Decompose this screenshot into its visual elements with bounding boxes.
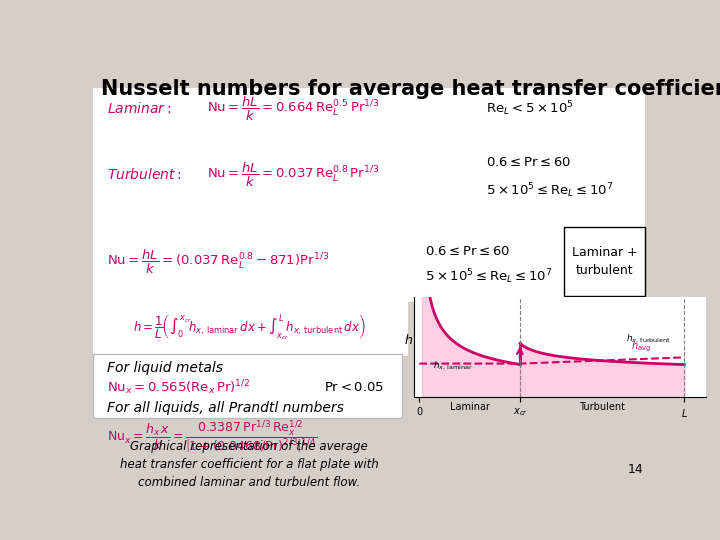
Text: Laminar: Laminar [450, 402, 490, 412]
Text: $0.6 \leq \mathrm{Pr} \leq 60$: $0.6 \leq \mathrm{Pr} \leq 60$ [486, 156, 571, 169]
Y-axis label: $h$: $h$ [404, 333, 413, 347]
FancyBboxPatch shape [93, 354, 402, 418]
Text: For liquid metals: For liquid metals [107, 361, 222, 375]
Text: $\mathrm{Nu} = \dfrac{hL}{k} = 0.664\,\mathrm{Re}_L^{0.5}\,\mathrm{Pr}^{1/3}$: $\mathrm{Nu} = \dfrac{hL}{k} = 0.664\,\m… [207, 94, 380, 123]
Text: $5 \times 10^5 \leq \mathrm{Re}_L \leq 10^7$: $5 \times 10^5 \leq \mathrm{Re}_L \leq 1… [425, 267, 552, 286]
FancyBboxPatch shape [564, 227, 645, 296]
Text: $5 \times 10^5 \leq \mathrm{Re}_L \leq 10^7$: $5 \times 10^5 \leq \mathrm{Re}_L \leq 1… [486, 181, 613, 200]
Text: $h_\mathrm{avg}$: $h_\mathrm{avg}$ [631, 340, 652, 354]
Text: Graphical representation of the average
heat transfer coefficient for a flat pla: Graphical representation of the average … [120, 440, 379, 489]
Text: 14: 14 [628, 463, 644, 476]
Text: $\mathit{Turbulent:}$: $\mathit{Turbulent:}$ [107, 167, 181, 183]
Text: $\mathrm{Nu} = \dfrac{hL}{k} = 0.037\,\mathrm{Re}_L^{0.8}\,\mathrm{Pr}^{1/3}$: $\mathrm{Nu} = \dfrac{hL}{k} = 0.037\,\m… [207, 161, 379, 189]
Text: Nusselt numbers for average heat transfer coefficients: Nusselt numbers for average heat transfe… [101, 79, 720, 99]
Text: $0.6 \leq \mathrm{Pr} \leq 60$: $0.6 \leq \mathrm{Pr} \leq 60$ [425, 245, 510, 258]
Text: $\mathrm{Nu}_x = \dfrac{h_x\,x}{k} = \dfrac{0.3387\,\mathrm{Pr}^{1/3}\,\mathrm{R: $\mathrm{Nu}_x = \dfrac{h_x\,x}{k} = \df… [107, 418, 317, 455]
Text: Laminar +
turbulent: Laminar + turbulent [572, 246, 638, 277]
Text: Turbulent: Turbulent [579, 402, 625, 412]
Text: For all liquids, all Prandtl numbers: For all liquids, all Prandtl numbers [107, 401, 343, 415]
Text: $\mathrm{Nu}_x = 0.565(\mathrm{Re}_x\,\mathrm{Pr})^{1/2}$: $\mathrm{Nu}_x = 0.565(\mathrm{Re}_x\,\m… [107, 379, 250, 397]
Text: $h_{x,\,\mathrm{turbulent}}$: $h_{x,\,\mathrm{turbulent}}$ [626, 333, 671, 346]
Text: $\mathrm{Nu} = \dfrac{hL}{k} = (0.037\,\mathrm{Re}_L^{0.8} - 871)\mathrm{Pr}^{1/: $\mathrm{Nu} = \dfrac{hL}{k} = (0.037\,\… [107, 247, 329, 275]
Text: $\mathrm{Pr} < 0.05$: $\mathrm{Pr} < 0.05$ [324, 381, 384, 394]
Text: $\mathit{Laminar:}$: $\mathit{Laminar:}$ [107, 101, 171, 116]
FancyBboxPatch shape [93, 223, 645, 302]
Text: $\mathrm{Re}_L < 5 \times 10^5$: $\mathrm{Re}_L < 5 \times 10^5$ [486, 99, 574, 118]
Text: $h_{x,\,\mathrm{laminar}}$: $h_{x,\,\mathrm{laminar}}$ [433, 360, 472, 373]
FancyBboxPatch shape [93, 298, 408, 356]
FancyBboxPatch shape [93, 87, 645, 227]
Text: $h = \dfrac{1}{L}\!\left(\int_0^{x_{cr}}\! h_{x,\,\mathrm{laminar}}\,dx + \int_{: $h = \dfrac{1}{L}\!\left(\int_0^{x_{cr}}… [132, 312, 365, 342]
